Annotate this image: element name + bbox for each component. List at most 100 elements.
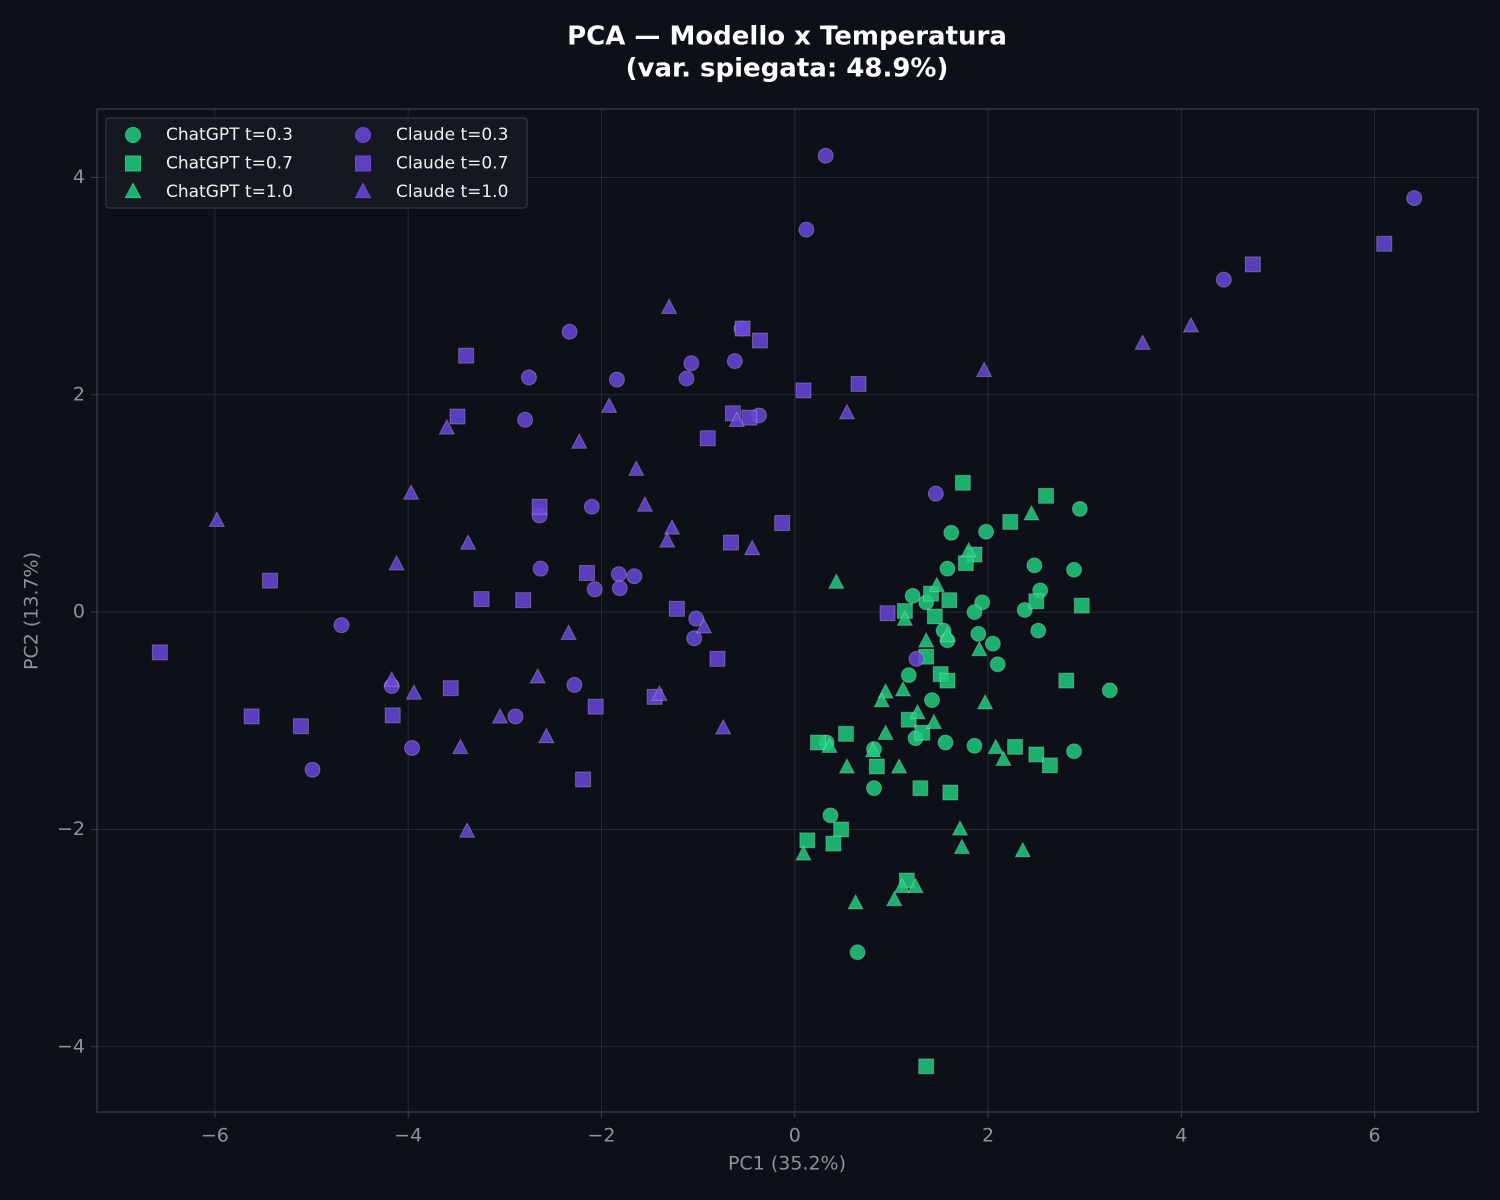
x-tick-label: 4 xyxy=(1175,1125,1187,1147)
point xyxy=(960,541,978,558)
point xyxy=(383,670,401,687)
point xyxy=(957,555,974,572)
point xyxy=(449,408,466,425)
point xyxy=(538,727,555,744)
legend-label: ChatGPT t=1.0 xyxy=(166,182,293,202)
point xyxy=(868,758,885,775)
point xyxy=(751,332,768,349)
legend-marker xyxy=(125,127,141,143)
point xyxy=(939,626,956,643)
point xyxy=(636,495,654,512)
point xyxy=(1066,561,1083,578)
x-axis-label: PC1 (35.2%) xyxy=(728,1153,846,1175)
point xyxy=(517,411,534,428)
point xyxy=(651,685,668,701)
point xyxy=(709,650,726,667)
point xyxy=(658,531,676,548)
point xyxy=(942,784,959,801)
point xyxy=(1041,757,1058,774)
point xyxy=(1101,682,1118,699)
chart-title: PCA — Modello x Temperatura xyxy=(567,22,1007,52)
point xyxy=(847,893,864,910)
point xyxy=(743,539,761,556)
y-tick-label: 4 xyxy=(73,166,85,188)
point xyxy=(900,667,917,684)
point xyxy=(578,565,595,582)
point xyxy=(833,821,850,838)
point xyxy=(917,631,935,648)
point xyxy=(971,640,988,657)
point xyxy=(873,691,891,708)
point xyxy=(907,877,924,894)
point xyxy=(722,534,739,551)
point xyxy=(333,617,350,634)
point xyxy=(795,382,812,399)
point xyxy=(586,581,603,598)
point xyxy=(531,498,548,515)
point xyxy=(864,741,882,758)
y-tick-label: −2 xyxy=(57,818,85,840)
point xyxy=(726,353,743,370)
point xyxy=(995,750,1012,767)
point xyxy=(660,298,678,314)
point xyxy=(600,397,618,413)
point xyxy=(795,844,812,861)
point xyxy=(515,592,532,609)
point xyxy=(896,610,914,626)
legend-label: Claude t=1.0 xyxy=(396,182,508,202)
point xyxy=(532,560,549,577)
chart-subtitle: (var. spiegata: 48.9%) xyxy=(626,54,949,84)
point xyxy=(452,738,469,755)
point xyxy=(734,320,751,337)
point xyxy=(695,617,713,634)
point xyxy=(728,411,746,427)
point xyxy=(850,375,867,392)
point xyxy=(1244,256,1261,273)
point xyxy=(975,361,993,378)
legend-marker xyxy=(355,155,371,172)
point xyxy=(941,592,958,609)
point xyxy=(402,483,420,500)
point xyxy=(438,418,456,435)
point xyxy=(926,608,943,625)
x-tick-label: 2 xyxy=(982,1125,994,1147)
point xyxy=(458,821,476,838)
point xyxy=(151,644,168,661)
x-tick-label: −2 xyxy=(587,1125,615,1147)
point xyxy=(560,624,577,640)
legend-label: Claude t=0.3 xyxy=(396,125,508,145)
y-tick-label: 0 xyxy=(73,601,85,623)
point xyxy=(1023,504,1040,521)
point xyxy=(966,604,983,621)
point xyxy=(809,734,826,751)
point xyxy=(908,650,925,667)
point xyxy=(909,703,926,720)
point xyxy=(1016,601,1033,618)
point xyxy=(384,707,401,724)
point xyxy=(984,635,1001,652)
point xyxy=(1002,513,1019,530)
point xyxy=(491,707,509,724)
point xyxy=(1182,316,1200,333)
point xyxy=(923,692,940,709)
point xyxy=(1058,672,1075,689)
x-tick-label: −6 xyxy=(201,1125,229,1147)
point xyxy=(683,355,700,372)
point xyxy=(879,605,896,622)
point xyxy=(966,737,983,754)
point xyxy=(838,403,856,420)
point xyxy=(459,533,477,550)
point xyxy=(626,568,643,585)
point xyxy=(951,819,969,836)
point xyxy=(1215,271,1232,288)
point xyxy=(937,734,954,751)
point xyxy=(1007,738,1024,755)
point xyxy=(388,554,405,571)
point xyxy=(774,515,791,532)
point xyxy=(611,580,628,597)
point xyxy=(1014,841,1032,858)
legend-marker xyxy=(124,182,142,199)
point xyxy=(970,625,987,642)
